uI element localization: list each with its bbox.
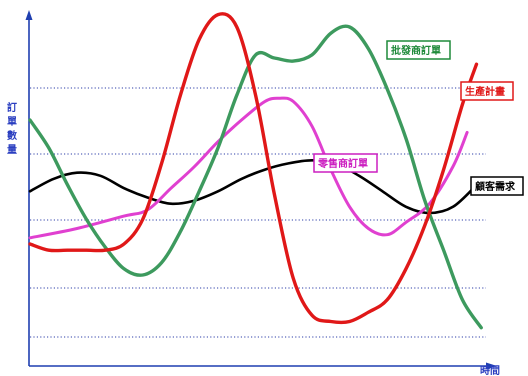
series-label-text: 零售商訂單 [317,157,368,170]
series-label-customer-demand: 顧客需求 [470,176,524,196]
series-label-retailer-orders: 零售商訂單 [313,153,378,173]
series-label-text: 生產計畫 [465,85,505,98]
series-label-wholesaler-orders: 批發商訂單 [386,40,451,60]
y-axis-arrowhead [25,10,33,20]
series-line-production-plan [28,12,479,325]
series-label-box [386,40,451,60]
series-line-wholesaler-orders [28,24,483,330]
x-axis-arrowhead [486,362,497,370]
series-label-box [460,81,514,101]
series-line-retailer-orders [28,96,469,240]
y-axis-label-char: 單 [7,116,17,128]
series-lines [28,12,483,330]
x-axis-label: 時間 [480,364,500,376]
y-axis-label-char: 訂 [7,101,17,114]
axes [25,10,497,370]
y-axis-label-char: 數 [7,129,17,142]
series-label-text: 顧客需求 [475,180,516,193]
series-label-text: 批發商訂單 [391,44,441,57]
series-label-production-plan: 生產計畫 [460,81,514,101]
y-axis-label-char: 量 [7,143,17,156]
series-label-box [470,176,524,196]
series-label-box [313,153,378,173]
series-line-customer-demand [28,159,478,215]
